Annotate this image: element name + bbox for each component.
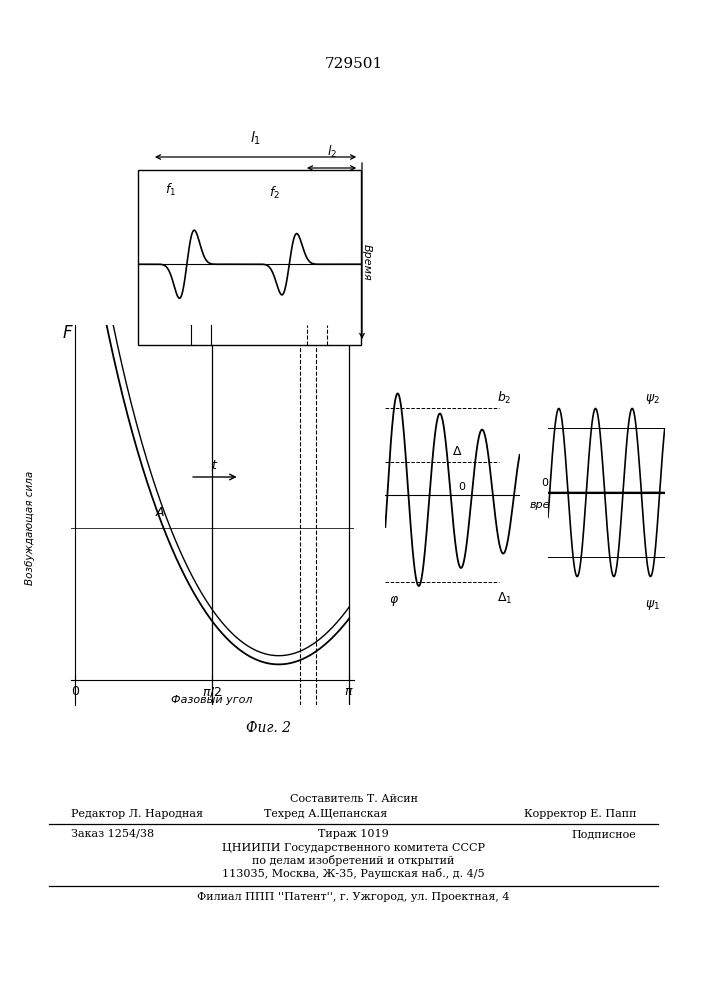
Text: $f_2$: $f_2$: [269, 185, 280, 201]
Text: Тираж 1019: Тираж 1019: [318, 829, 389, 839]
Text: Редактор Л. Народная: Редактор Л. Народная: [71, 809, 203, 819]
Text: $\varphi$: $\varphi$: [389, 594, 399, 608]
Text: Фазовый угол: Фазовый угол: [171, 695, 253, 705]
Text: $b_2$: $b_2$: [496, 390, 511, 406]
Text: $t$: $t$: [211, 459, 218, 472]
Text: $f_1$: $f_1$: [165, 182, 176, 198]
Text: ЦНИИПИ Государственного комитета СССР: ЦНИИПИ Государственного комитета СССР: [222, 843, 485, 853]
Text: 729501: 729501: [325, 57, 382, 71]
Text: $l_2$: $l_2$: [327, 144, 337, 160]
Text: 0: 0: [542, 478, 548, 488]
Text: Филиал ППП ''Патент'', г. Ужгород, ул. Проектная, 4: Филиал ППП ''Патент'', г. Ужгород, ул. П…: [197, 892, 510, 902]
Text: Составитель Т. Айсин: Составитель Т. Айсин: [289, 794, 418, 804]
Text: $l_1$: $l_1$: [250, 130, 261, 147]
Text: Заказ 1254/38: Заказ 1254/38: [71, 829, 154, 839]
Text: Техред А.Щепанская: Техред А.Щепанская: [264, 809, 387, 819]
Text: Фиг. 2: Фиг. 2: [246, 721, 291, 735]
Text: Возбуждающая сила: Возбуждающая сила: [25, 471, 35, 585]
Text: $F$: $F$: [62, 324, 74, 342]
Text: Подписное: Подписное: [571, 829, 636, 839]
Text: 113035, Москва, Ж-35, Раушская наб., д. 4/5: 113035, Москва, Ж-35, Раушская наб., д. …: [222, 868, 485, 879]
Text: время: время: [530, 500, 565, 510]
Text: 0: 0: [458, 482, 465, 492]
Text: по делам изобретений и открытий: по делам изобретений и открытий: [252, 855, 455, 866]
Text: $\psi_2$: $\psi_2$: [645, 392, 660, 406]
Text: $\psi_1$: $\psi_1$: [645, 598, 660, 612]
Text: $A$: $A$: [155, 506, 165, 519]
Text: $\Delta_1$: $\Delta_1$: [496, 591, 512, 606]
Text: $\Delta$: $\Delta$: [452, 445, 463, 458]
Text: Время: Время: [361, 244, 371, 280]
Text: Корректор Е. Папп: Корректор Е. Папп: [524, 809, 636, 819]
